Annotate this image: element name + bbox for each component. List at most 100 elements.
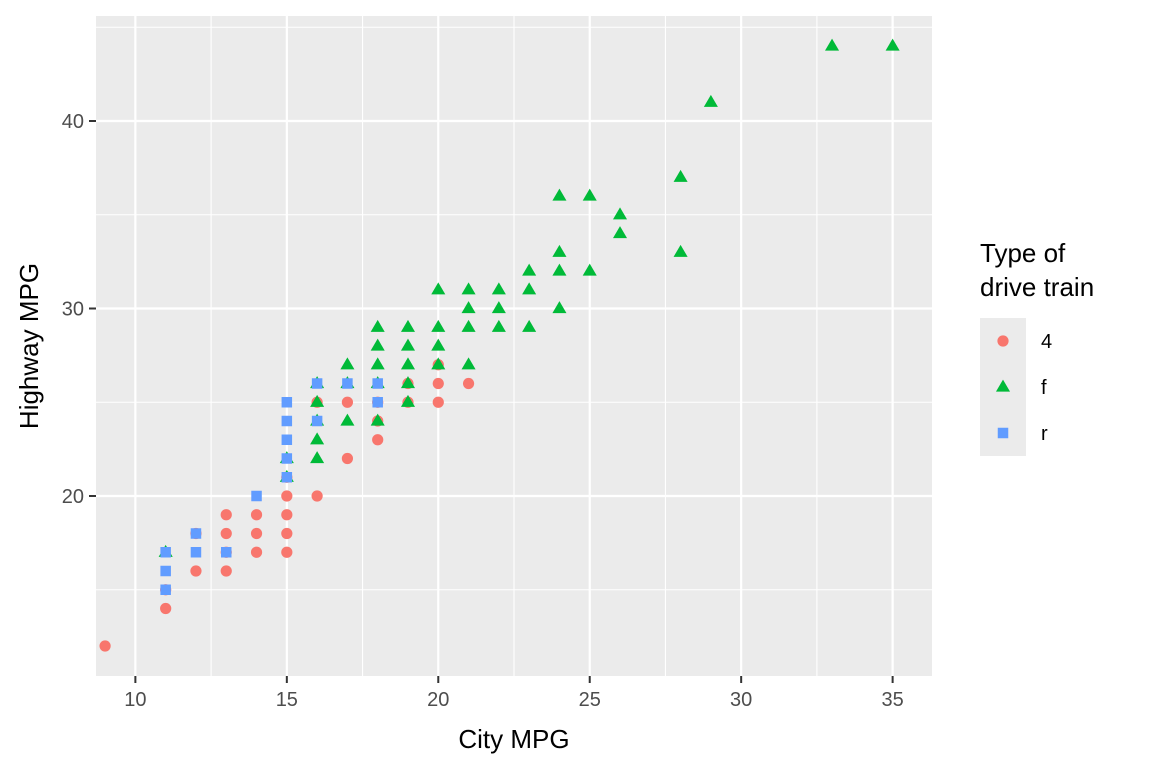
- data-point-f: [400, 394, 416, 407]
- data-point-f: [400, 319, 416, 332]
- legend-key-r: [997, 427, 1009, 439]
- data-point-f: [612, 226, 628, 239]
- data-point-f: [673, 169, 688, 182]
- data-point-4: [462, 377, 475, 390]
- data-point-f: [431, 338, 446, 351]
- data-point-r: [372, 397, 383, 408]
- data-point-4: [372, 434, 384, 446]
- data-point-4: [341, 396, 354, 408]
- data-point-f: [885, 38, 900, 51]
- data-point-r: [342, 378, 353, 389]
- data-point-r: [160, 565, 171, 577]
- data-point-4: [190, 565, 202, 577]
- data-point-f: [522, 263, 537, 276]
- major-gridlines: [96, 16, 932, 676]
- data-points: [99, 38, 900, 652]
- data-point-f: [370, 413, 385, 426]
- y-tick-label: 40: [62, 111, 84, 133]
- data-point-f: [340, 413, 355, 426]
- data-point-f: [825, 38, 840, 51]
- legend-title-line-1: Type of: [980, 238, 1066, 268]
- data-point-4: [432, 377, 444, 390]
- data-point-r: [190, 528, 202, 539]
- data-point-4: [250, 546, 263, 558]
- data-point-r: [311, 415, 323, 427]
- data-point-f: [491, 301, 506, 314]
- data-point-f: [703, 94, 718, 107]
- data-point-f: [431, 319, 446, 332]
- data-point-r: [160, 584, 171, 595]
- y-axis-title: Highway MPG: [14, 263, 44, 429]
- x-tick-label: 30: [730, 689, 752, 711]
- data-point-r: [281, 434, 293, 445]
- data-point-f: [612, 207, 628, 220]
- legend-key-f: [995, 379, 1011, 392]
- legend-title-line-2: drive train: [980, 272, 1094, 302]
- data-point-r: [251, 490, 262, 502]
- data-point-4: [250, 527, 263, 540]
- data-point-r: [281, 453, 293, 464]
- data-point-f: [431, 282, 446, 295]
- data-point-4: [160, 602, 172, 615]
- x-axis-title: City MPG: [458, 724, 569, 754]
- y-axis: 20 30 40: [62, 111, 96, 508]
- data-point-f: [310, 394, 325, 407]
- x-tick-label: 15: [276, 689, 298, 711]
- x-tick-label: 35: [881, 689, 903, 711]
- data-point-f: [461, 282, 476, 295]
- data-point-f: [340, 357, 355, 370]
- data-point-f: [491, 282, 506, 295]
- data-point-4: [341, 452, 354, 465]
- data-point-4: [311, 490, 323, 502]
- legend: Type of drive train 4 f r: [980, 238, 1094, 456]
- y-tick-label: 30: [62, 299, 84, 321]
- data-point-f: [491, 319, 506, 332]
- data-point-f: [370, 319, 385, 332]
- data-point-4: [281, 509, 293, 521]
- data-point-f: [400, 357, 416, 370]
- data-point-f: [461, 301, 476, 314]
- data-point-f: [552, 188, 567, 201]
- data-point-f: [582, 263, 597, 276]
- x-axis: 10 15 20 25 30 35: [124, 676, 904, 711]
- data-point-f: [431, 357, 446, 370]
- data-point-f: [522, 319, 537, 332]
- data-point-f: [310, 432, 325, 445]
- data-point-4: [99, 640, 111, 652]
- data-point-4: [220, 509, 232, 521]
- data-point-f: [400, 376, 416, 389]
- data-point-f: [552, 263, 567, 276]
- x-tick-label: 20: [427, 689, 449, 711]
- data-point-r: [160, 547, 171, 558]
- data-point-f: [310, 451, 325, 464]
- legend-label: r: [1041, 423, 1048, 445]
- data-point-4: [281, 546, 293, 558]
- legend-label: f: [1041, 377, 1047, 399]
- data-point-f: [552, 301, 567, 314]
- data-point-r: [281, 415, 293, 427]
- data-point-4: [250, 509, 263, 521]
- legend-label: 4: [1041, 331, 1052, 353]
- data-point-f: [461, 319, 476, 332]
- minor-gridlines: [96, 16, 932, 676]
- data-point-f: [582, 188, 597, 201]
- data-point-r: [281, 397, 293, 408]
- data-point-f: [522, 282, 537, 295]
- data-point-r: [190, 547, 202, 558]
- x-tick-label: 25: [579, 689, 601, 711]
- legend-keys: 4 f r: [980, 318, 1052, 456]
- data-point-4: [432, 396, 444, 408]
- legend-key-4: [997, 335, 1009, 347]
- data-point-f: [461, 357, 476, 370]
- data-point-r: [281, 472, 293, 483]
- data-point-4: [281, 490, 293, 502]
- data-point-r: [311, 378, 323, 389]
- data-point-f: [370, 338, 385, 351]
- data-point-4: [281, 527, 293, 540]
- data-point-f: [673, 244, 688, 257]
- data-point-r: [220, 547, 232, 558]
- x-tick-label: 10: [124, 689, 146, 711]
- data-point-r: [372, 378, 383, 389]
